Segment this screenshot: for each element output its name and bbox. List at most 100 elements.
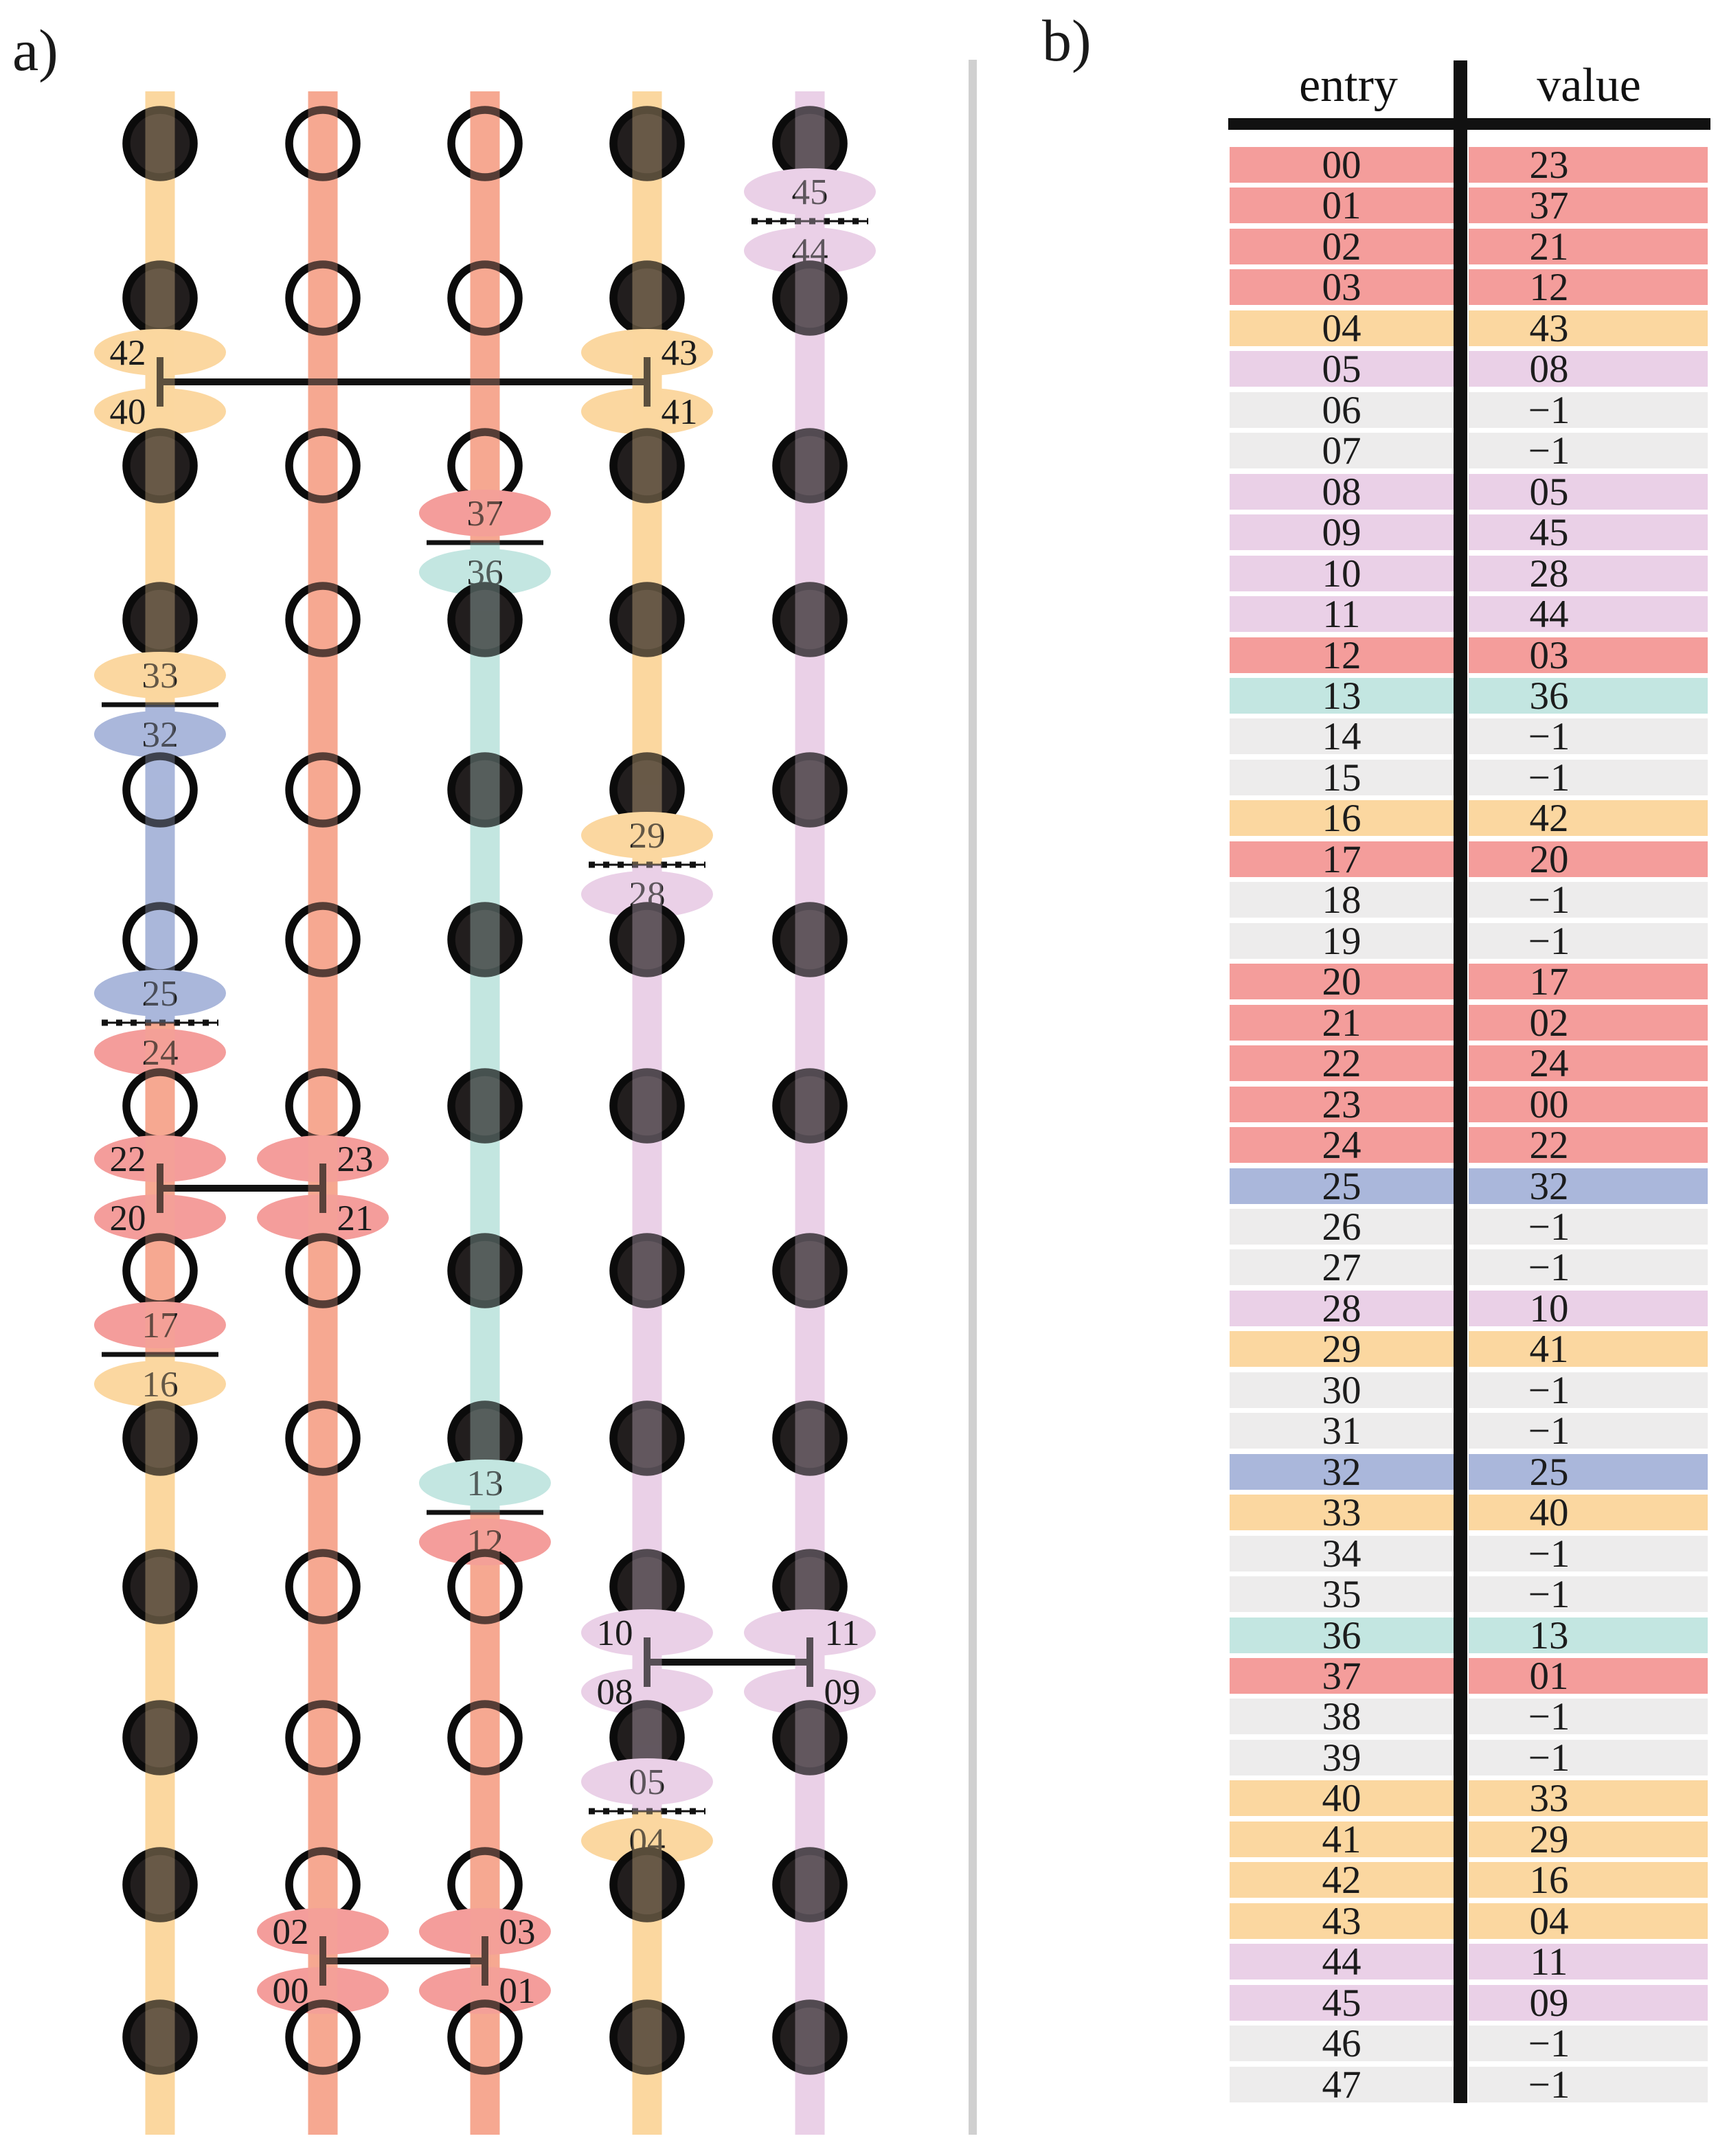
value-cell-18: −1 bbox=[1528, 878, 1570, 922]
entry-bar-16 bbox=[1230, 800, 1454, 836]
entry-cell-01: 01 bbox=[1322, 184, 1361, 227]
entry-cell-33: 33 bbox=[1322, 1491, 1361, 1534]
value-cell-44: 11 bbox=[1530, 1940, 1568, 1984]
gate-label-03: 03 bbox=[499, 1912, 536, 1952]
value-cell-47: −1 bbox=[1528, 2063, 1570, 2107]
node-filled-strip5-row12 bbox=[772, 1847, 848, 1922]
node-filled-strip5-row7 bbox=[772, 1068, 848, 1144]
entry-cell-20: 20 bbox=[1322, 960, 1361, 1003]
entry-bar-27 bbox=[1230, 1249, 1454, 1285]
pair-gate-tick bbox=[319, 1164, 326, 1213]
entry-cell-10: 10 bbox=[1322, 552, 1361, 595]
value-bar-41 bbox=[1469, 1822, 1708, 1857]
value-cell-10: 28 bbox=[1529, 552, 1569, 595]
node-filled-strip4-row1 bbox=[609, 106, 685, 181]
entry-bar-15 bbox=[1230, 760, 1454, 795]
gate-label-42: 42 bbox=[110, 333, 146, 373]
gate: 4544 bbox=[744, 168, 876, 274]
gate-lozenge-17 bbox=[94, 1302, 226, 1348]
strip-overlay-1 bbox=[145, 91, 175, 705]
entry-bar-44 bbox=[1230, 1944, 1454, 1979]
value-cell-30: −1 bbox=[1528, 1369, 1570, 1412]
entry-bar-22 bbox=[1230, 1045, 1454, 1081]
entry-cell-16: 16 bbox=[1322, 797, 1361, 840]
entry-cell-29: 29 bbox=[1322, 1328, 1361, 1371]
strip-overlay-4 bbox=[632, 91, 662, 865]
gate-lozenge-28 bbox=[581, 871, 713, 918]
gate: 1716 bbox=[94, 1302, 226, 1407]
entry-cell-06: 06 bbox=[1322, 389, 1361, 432]
pair-gate-tick bbox=[157, 1164, 163, 1213]
value-bar-18 bbox=[1469, 882, 1708, 918]
entry-cell-42: 42 bbox=[1322, 1859, 1361, 1902]
panel-a-label: a) bbox=[12, 17, 58, 83]
strip-overlay-3 bbox=[470, 91, 500, 543]
node-filled-strip3-row7 bbox=[447, 1068, 523, 1144]
entry-bar-31 bbox=[1230, 1413, 1454, 1449]
strips-overlay-layer bbox=[145, 91, 825, 2135]
entry-cell-22: 22 bbox=[1322, 1042, 1361, 1085]
value-bar-30 bbox=[1469, 1372, 1708, 1408]
gate-lozenge-20 bbox=[94, 1194, 226, 1241]
gate-label-05: 05 bbox=[629, 1762, 666, 1802]
node-open-strip2-row8 bbox=[285, 1233, 361, 1308]
gate-lozenge-44 bbox=[744, 227, 876, 274]
node-open-strip2-row10 bbox=[285, 1549, 361, 1624]
value-bar-43 bbox=[1469, 1903, 1708, 1939]
node-filled-strip3-row6 bbox=[447, 902, 523, 977]
entry-bar-03 bbox=[1230, 269, 1454, 305]
entry-bar-39 bbox=[1230, 1740, 1454, 1775]
entry-cell-11: 11 bbox=[1322, 593, 1361, 636]
strip-overlay-2 bbox=[308, 91, 338, 2135]
entry-cell-14: 14 bbox=[1322, 715, 1361, 758]
gate-lozenge-12 bbox=[419, 1519, 551, 1565]
entry-cell-35: 35 bbox=[1322, 1573, 1361, 1616]
entry-bar-12 bbox=[1230, 637, 1454, 673]
entry-bar-42 bbox=[1230, 1862, 1454, 1898]
gate-label-21: 21 bbox=[337, 1199, 374, 1238]
gate-label-40: 40 bbox=[110, 392, 146, 432]
gate: 1312 bbox=[419, 1460, 551, 1565]
value-bar-34 bbox=[1469, 1536, 1708, 1571]
entry-cell-21: 21 bbox=[1322, 1001, 1361, 1045]
gate-lozenge-24 bbox=[94, 1029, 226, 1076]
gate-lozenge-29 bbox=[581, 812, 713, 859]
entry-cell-36: 36 bbox=[1322, 1614, 1361, 1657]
node-filled-strip5-row8 bbox=[772, 1233, 848, 1308]
gate: 3736 bbox=[419, 490, 551, 595]
value-bar-33 bbox=[1469, 1495, 1708, 1530]
value-bar-09 bbox=[1469, 514, 1708, 550]
gate-label-24: 24 bbox=[142, 1033, 179, 1073]
value-bar-28 bbox=[1469, 1291, 1708, 1326]
entry-bar-46 bbox=[1230, 2025, 1454, 2061]
strip-overlay-3 bbox=[470, 1512, 500, 2135]
node-filled-strip1-row1 bbox=[122, 106, 198, 181]
value-cell-21: 02 bbox=[1529, 1001, 1569, 1045]
entry-bar-18 bbox=[1230, 882, 1454, 918]
node-filled-strip1-row13 bbox=[122, 1999, 198, 2075]
pair-gate-tick bbox=[319, 1936, 326, 1986]
entry-cell-00: 00 bbox=[1322, 144, 1361, 187]
value-bar-38 bbox=[1469, 1699, 1708, 1734]
value-cell-19: −1 bbox=[1528, 920, 1570, 963]
gate-lozenge-01 bbox=[419, 1967, 551, 2014]
entry-bar-06 bbox=[1230, 392, 1454, 428]
value-bar-47 bbox=[1469, 2067, 1708, 2102]
gate-lozenge-42 bbox=[94, 329, 226, 376]
entry-cell-02: 02 bbox=[1322, 225, 1361, 269]
node-filled-strip4-row8 bbox=[609, 1233, 685, 1308]
node-filled-strip1-row10 bbox=[122, 1549, 198, 1624]
gate-lozenge-23 bbox=[257, 1135, 389, 1182]
value-bar-11 bbox=[1469, 596, 1708, 632]
node-open-strip2-row3 bbox=[285, 428, 361, 503]
pair-gate-tick bbox=[644, 357, 651, 407]
gate-label-08: 08 bbox=[597, 1672, 633, 1712]
value-bar-04 bbox=[1469, 310, 1708, 346]
entry-bar-35 bbox=[1230, 1576, 1454, 1612]
node-filled-strip5-row6 bbox=[772, 902, 848, 977]
node-filled-strip3-row4 bbox=[447, 582, 523, 657]
gate-label-11: 11 bbox=[824, 1613, 859, 1653]
value-cell-03: 12 bbox=[1529, 266, 1569, 309]
gate-label-20: 20 bbox=[110, 1199, 146, 1238]
gate-label-23: 23 bbox=[337, 1139, 374, 1179]
